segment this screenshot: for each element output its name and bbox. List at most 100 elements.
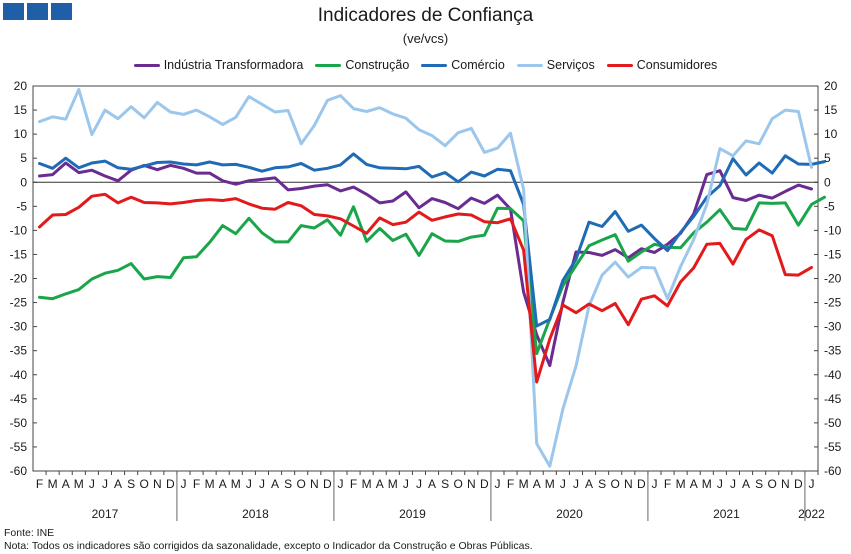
logo-block xyxy=(27,3,48,20)
x-tick-label: J xyxy=(651,477,657,491)
series-line xyxy=(38,87,813,468)
x-tick-label: J xyxy=(416,477,422,491)
y-tick-label-right: 10 xyxy=(824,127,838,141)
x-tick-label: F xyxy=(36,477,43,491)
year-label: 2020 xyxy=(556,507,583,521)
x-tick-label: J xyxy=(337,477,343,491)
x-tick-label: J xyxy=(259,477,265,491)
y-tick-label: -45 xyxy=(10,392,28,406)
logo-block xyxy=(3,3,24,20)
legend-label: Indústria Transformadora xyxy=(163,58,304,72)
series-line xyxy=(38,195,826,356)
legend-item: Indústria Transformadora xyxy=(133,58,304,72)
y-tick-label-right: -55 xyxy=(824,440,842,454)
x-tick-label: F xyxy=(193,477,200,491)
x-tick-label: M xyxy=(205,477,215,491)
y-tick-label-right: -50 xyxy=(824,416,842,430)
y-tick-label: -15 xyxy=(10,247,28,261)
x-tick-label: F xyxy=(664,477,671,491)
y-tick-label: -40 xyxy=(10,368,28,382)
x-tick-label: J xyxy=(180,477,186,491)
y-tick-label-right: -30 xyxy=(824,320,842,334)
x-tick-label: S xyxy=(598,477,606,491)
x-tick-label: N xyxy=(624,477,633,491)
x-tick-label: D xyxy=(166,477,175,491)
legend-swatch xyxy=(421,63,448,67)
y-tick-label-right: -10 xyxy=(824,223,842,237)
y-tick-label: -10 xyxy=(10,223,28,237)
legend-label: Comércio xyxy=(451,58,505,72)
legend-swatch xyxy=(315,63,342,67)
y-tick-label: -5 xyxy=(16,199,27,213)
x-tick-label: S xyxy=(127,477,135,491)
y-tick-label: -20 xyxy=(10,272,28,286)
y-tick-label: 20 xyxy=(14,79,28,93)
x-tick-label: N xyxy=(467,477,476,491)
x-tick-label: A xyxy=(428,477,436,491)
chart-subtitle: (ve/vcs) xyxy=(402,31,449,46)
year-label: 2019 xyxy=(399,507,426,521)
x-tick-label: F xyxy=(507,477,514,491)
x-tick-label: O xyxy=(454,477,463,491)
x-tick-label: A xyxy=(533,477,541,491)
x-tick-label: S xyxy=(441,477,449,491)
footnote: Nota: Todos os indicadores são corrigido… xyxy=(4,540,533,552)
chart-title: Indicadores de Confiança xyxy=(317,5,534,26)
x-tick-label: N xyxy=(153,477,162,491)
x-tick-label: D xyxy=(323,477,332,491)
y-tick-label: 15 xyxy=(14,103,28,117)
legend-swatch xyxy=(133,63,160,67)
series-line xyxy=(38,152,826,328)
chart-legend: Indústria Transformadora Construção Comérc… xyxy=(0,58,851,72)
x-tick-label: O xyxy=(140,477,149,491)
legend-swatch xyxy=(606,63,633,67)
x-tick-label: A xyxy=(742,477,750,491)
x-tick-label: M xyxy=(362,477,372,491)
x-tick-label: N xyxy=(310,477,319,491)
x-tick-label: A xyxy=(376,477,384,491)
x-tick-label: M xyxy=(231,477,241,491)
y-tick-label-right: 20 xyxy=(824,79,838,93)
x-tick-label: J xyxy=(246,477,252,491)
x-tick-label: J xyxy=(89,477,95,491)
x-tick-label: M xyxy=(545,477,555,491)
x-tick-label: A xyxy=(585,477,593,491)
y-tick-label: -50 xyxy=(10,416,28,430)
year-label: 2021 xyxy=(713,507,740,521)
x-tick-label: S xyxy=(755,477,763,491)
y-tick-label: -60 xyxy=(10,464,28,478)
y-tick-label-right: -40 xyxy=(824,368,842,382)
x-tick-label: F xyxy=(350,477,357,491)
y-tick-label-right: -60 xyxy=(824,464,842,478)
x-tick-label: J xyxy=(102,477,108,491)
legend-label: Serviços xyxy=(546,58,595,72)
x-tick-label: A xyxy=(219,477,227,491)
x-tick-label: J xyxy=(808,477,814,491)
logo xyxy=(3,3,72,20)
year-label: 2022 xyxy=(798,507,825,521)
y-tick-label-right: 15 xyxy=(824,103,838,117)
x-tick-label: A xyxy=(271,477,279,491)
y-tick-label: 10 xyxy=(14,127,28,141)
legend-item: Consumidores xyxy=(606,58,717,72)
x-tick-label: J xyxy=(730,477,736,491)
x-tick-label: J xyxy=(717,477,723,491)
x-tick-label: A xyxy=(690,477,698,491)
y-tick-label-right: -45 xyxy=(824,392,842,406)
y-tick-label: -35 xyxy=(10,344,28,358)
y-tick-label-right: -15 xyxy=(824,247,842,261)
source-note: Fonte: INE xyxy=(4,527,55,539)
x-tick-label: O xyxy=(611,477,620,491)
x-tick-label: M xyxy=(48,477,58,491)
x-tick-label: M xyxy=(388,477,398,491)
x-tick-label: J xyxy=(573,477,579,491)
y-tick-label-right: 5 xyxy=(824,151,831,165)
y-tick-label-right: -25 xyxy=(824,296,842,310)
x-tick-label: A xyxy=(114,477,122,491)
y-tick-label-right: -5 xyxy=(824,199,835,213)
x-tick-label: O xyxy=(768,477,777,491)
year-label: 2018 xyxy=(242,507,269,521)
x-tick-label: D xyxy=(637,477,646,491)
y-tick-label: 0 xyxy=(20,175,27,189)
